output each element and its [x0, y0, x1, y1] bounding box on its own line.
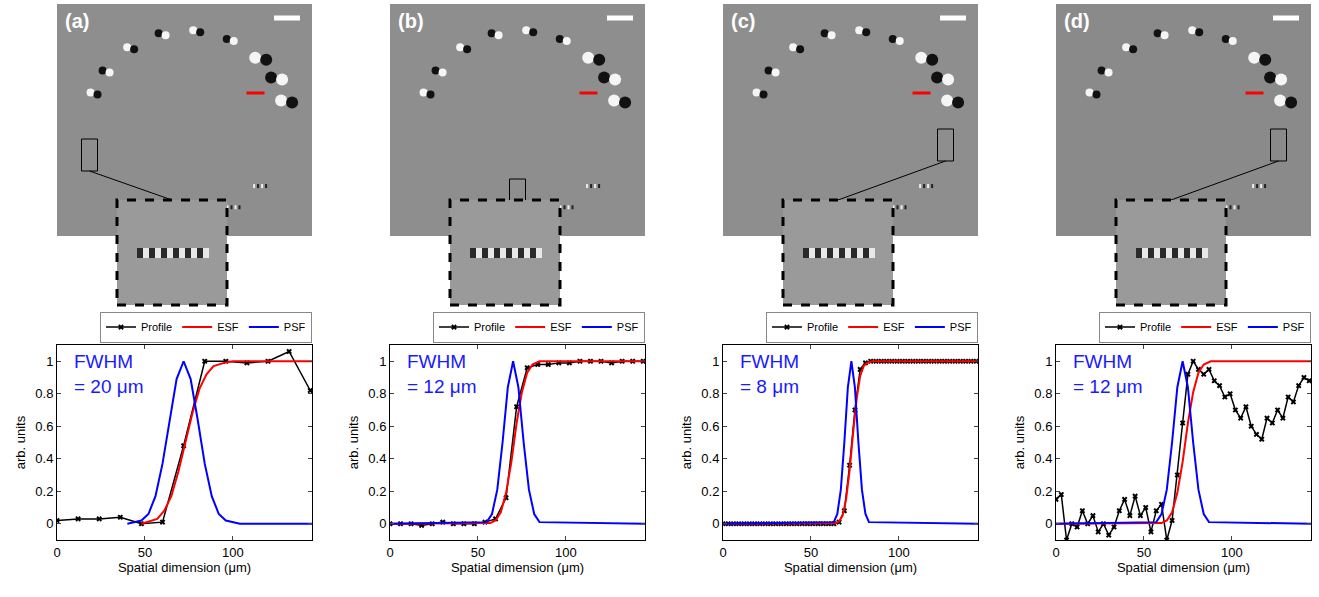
svg-text:50: 50 — [471, 545, 485, 560]
svg-text:0.4: 0.4 — [1034, 451, 1052, 466]
svg-text:Profile: Profile — [807, 321, 838, 333]
svg-text:Profile: Profile — [1140, 321, 1171, 333]
svg-text:0.8: 0.8 — [368, 386, 386, 401]
svg-text:arb. units: arb. units — [1012, 415, 1027, 469]
svg-text:100: 100 — [1221, 545, 1243, 560]
svg-text:1: 1 — [379, 354, 386, 369]
svg-text:0.4: 0.4 — [35, 451, 53, 466]
svg-text:Spatial dimension (μm): Spatial dimension (μm) — [784, 560, 917, 575]
svg-text:(a): (a) — [65, 10, 89, 32]
svg-text:0: 0 — [53, 545, 60, 560]
svg-text:ESF: ESF — [1216, 321, 1238, 333]
svg-text:arb. units: arb. units — [679, 415, 694, 469]
svg-text:1: 1 — [1045, 354, 1052, 369]
svg-text:PSF: PSF — [617, 321, 639, 333]
svg-text:FWHM= 20 μm: FWHM= 20 μm — [74, 351, 144, 397]
svg-text:arb. units: arb. units — [13, 415, 28, 469]
svg-text:0: 0 — [712, 516, 719, 531]
svg-text:FWHM= 8 μm: FWHM= 8 μm — [740, 351, 799, 397]
svg-text:FWHM= 12 μm: FWHM= 12 μm — [407, 351, 477, 397]
svg-text:100: 100 — [555, 545, 577, 560]
svg-text:50: 50 — [804, 545, 818, 560]
svg-text:Spatial dimension (μm): Spatial dimension (μm) — [451, 560, 584, 575]
svg-text:0.4: 0.4 — [701, 451, 719, 466]
svg-text:0.2: 0.2 — [1034, 484, 1052, 499]
svg-text:0.4: 0.4 — [368, 451, 386, 466]
svg-text:1: 1 — [46, 354, 53, 369]
svg-text:0.6: 0.6 — [701, 419, 719, 434]
svg-text:1: 1 — [712, 354, 719, 369]
svg-text:(c): (c) — [731, 10, 755, 32]
svg-text:0.2: 0.2 — [701, 484, 719, 499]
svg-text:0: 0 — [386, 545, 393, 560]
svg-text:0.6: 0.6 — [1034, 419, 1052, 434]
svg-text:ESF: ESF — [550, 321, 572, 333]
svg-text:(b): (b) — [398, 10, 424, 32]
svg-text:Profile: Profile — [474, 321, 505, 333]
svg-text:0: 0 — [719, 545, 726, 560]
svg-text:FWHM= 12 μm: FWHM= 12 μm — [1073, 351, 1143, 397]
svg-text:0: 0 — [379, 516, 386, 531]
svg-text:Spatial dimension (μm): Spatial dimension (μm) — [1117, 560, 1250, 575]
svg-text:PSF: PSF — [950, 321, 972, 333]
svg-text:ESF: ESF — [217, 321, 239, 333]
svg-text:arb. units: arb. units — [346, 415, 361, 469]
svg-text:0: 0 — [1052, 545, 1059, 560]
svg-text:Profile: Profile — [141, 321, 172, 333]
svg-text:PSF: PSF — [284, 321, 306, 333]
svg-text:(d): (d) — [1064, 10, 1090, 32]
svg-text:Spatial dimension (μm): Spatial dimension (μm) — [118, 560, 251, 575]
svg-text:ESF: ESF — [883, 321, 905, 333]
svg-text:50: 50 — [1137, 545, 1151, 560]
svg-text:0.2: 0.2 — [368, 484, 386, 499]
svg-text:0: 0 — [46, 516, 53, 531]
svg-text:0.8: 0.8 — [1034, 386, 1052, 401]
svg-text:0.6: 0.6 — [35, 419, 53, 434]
svg-text:0: 0 — [1045, 516, 1052, 531]
svg-text:0.8: 0.8 — [701, 386, 719, 401]
svg-text:0.2: 0.2 — [35, 484, 53, 499]
svg-text:50: 50 — [138, 545, 152, 560]
svg-text:PSF: PSF — [1283, 321, 1305, 333]
svg-text:100: 100 — [888, 545, 910, 560]
svg-text:100: 100 — [222, 545, 244, 560]
svg-text:0.8: 0.8 — [35, 386, 53, 401]
svg-text:0.6: 0.6 — [368, 419, 386, 434]
